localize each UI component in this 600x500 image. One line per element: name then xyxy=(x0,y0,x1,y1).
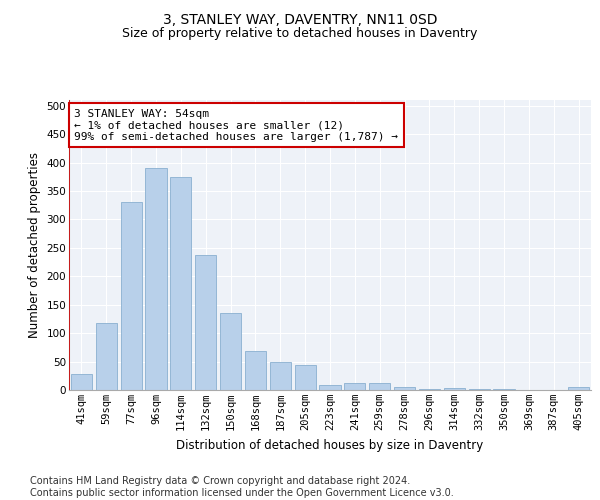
Bar xyxy=(444,388,465,390)
Bar xyxy=(71,374,92,390)
Bar xyxy=(245,352,266,390)
Bar xyxy=(369,383,390,390)
Bar xyxy=(170,177,191,390)
Bar xyxy=(319,386,341,390)
Bar xyxy=(121,202,142,390)
Bar xyxy=(270,362,291,390)
Bar xyxy=(568,386,589,390)
Text: 3 STANLEY WAY: 54sqm
← 1% of detached houses are smaller (12)
99% of semi-detach: 3 STANLEY WAY: 54sqm ← 1% of detached ho… xyxy=(74,108,398,142)
Bar xyxy=(220,313,241,390)
Bar xyxy=(394,387,415,390)
Y-axis label: Number of detached properties: Number of detached properties xyxy=(28,152,41,338)
Bar xyxy=(195,254,216,390)
Bar xyxy=(145,168,167,390)
Text: Size of property relative to detached houses in Daventry: Size of property relative to detached ho… xyxy=(122,28,478,40)
Text: Contains HM Land Registry data © Crown copyright and database right 2024.
Contai: Contains HM Land Registry data © Crown c… xyxy=(30,476,454,498)
Bar xyxy=(344,383,365,390)
Bar xyxy=(419,389,440,390)
Bar xyxy=(96,323,117,390)
Text: 3, STANLEY WAY, DAVENTRY, NN11 0SD: 3, STANLEY WAY, DAVENTRY, NN11 0SD xyxy=(163,12,437,26)
X-axis label: Distribution of detached houses by size in Daventry: Distribution of detached houses by size … xyxy=(176,438,484,452)
Bar xyxy=(295,365,316,390)
